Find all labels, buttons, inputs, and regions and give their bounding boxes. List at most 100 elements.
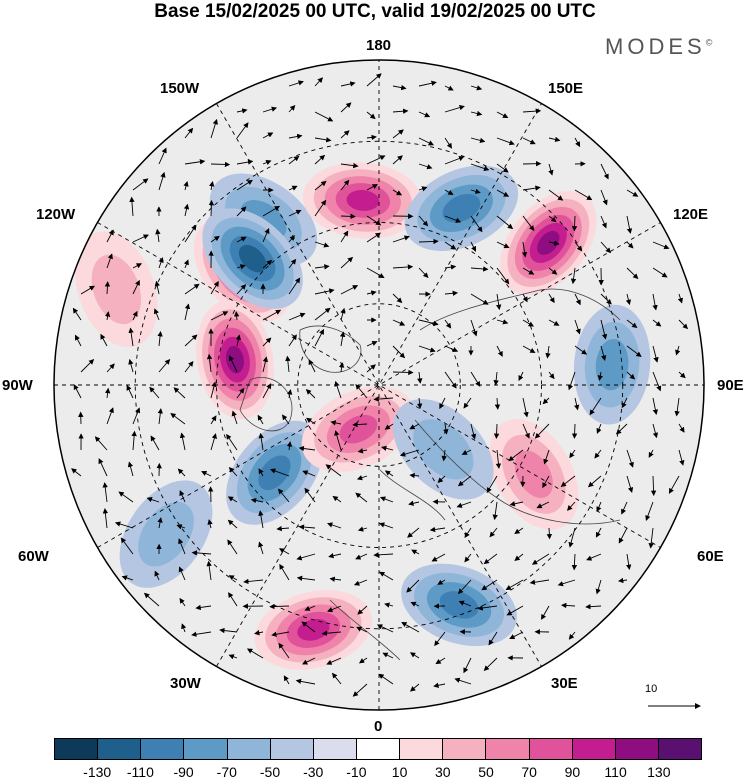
wind-arrow: [328, 553, 342, 559]
wind-arrow: [626, 267, 639, 280]
wind-arrow: [548, 293, 555, 304]
wind-arrow: [548, 371, 555, 380]
wind-arrow: [379, 496, 394, 503]
wind-arrow: [209, 181, 215, 191]
wind-arrow: [626, 319, 638, 329]
wind-arrow: [288, 133, 303, 140]
colorbar-swatch: [313, 739, 357, 759]
wind-arrow: [444, 345, 459, 352]
wind-arrow: [600, 189, 608, 206]
wind-arrow: [574, 241, 583, 252]
wind-arrow: [514, 553, 524, 561]
wind-arrow: [626, 215, 633, 234]
wind-arrow: [433, 682, 446, 688]
wind-arrow: [508, 449, 524, 462]
wind-arrow: [444, 137, 453, 149]
wind-arrow: [522, 423, 530, 439]
wind-arrow: [514, 527, 524, 534]
wind-arrow: [243, 578, 264, 585]
wind-arrow: [496, 111, 509, 118]
wind-arrow: [262, 106, 278, 113]
wind-arrow: [677, 293, 683, 304]
colorbar-swatch: [55, 739, 99, 759]
wind-arrow: [184, 360, 194, 373]
wind-arrow: [178, 538, 186, 555]
wind-arrow: [233, 311, 240, 321]
wind-arrow: [481, 579, 498, 591]
wind-arrow: [236, 179, 253, 191]
wind-arrow: [392, 345, 406, 359]
wind-arrow: [454, 677, 472, 685]
colorbar-tick-label: -110: [126, 764, 154, 780]
wind-arrow: [443, 423, 449, 435]
wind-arrow: [331, 672, 342, 685]
wind-arrow: [521, 241, 528, 258]
wind-arrow: [121, 575, 134, 581]
wind-arrow: [262, 356, 269, 373]
wind-arrow: [210, 161, 231, 168]
wind-arrow: [392, 319, 406, 326]
wind-arrow: [366, 155, 386, 165]
wind-arrow: [314, 111, 334, 122]
wind-arrow: [236, 108, 248, 114]
wind-arrow: [492, 501, 498, 521]
wind-arrow: [179, 490, 186, 503]
wind-arrow: [600, 215, 607, 229]
wind-arrow: [314, 264, 330, 270]
wind-arrow: [418, 238, 439, 245]
wind-arrow: [340, 307, 346, 321]
wind-arrow: [486, 475, 498, 494]
wind-arrow: [378, 673, 394, 685]
wind-arrow: [522, 345, 536, 353]
wind-arrow: [229, 355, 238, 373]
wind-arrow: [210, 280, 219, 295]
wind-arrow: [288, 277, 301, 295]
colorbar-tick-label: 50: [478, 764, 494, 780]
wind-arrow: [470, 215, 483, 233]
wind-arrow: [195, 604, 212, 611]
wind-arrow: [258, 432, 264, 451]
wind-arrow: [457, 475, 472, 487]
wind-arrow: [179, 597, 186, 607]
wind-arrow: [129, 196, 135, 217]
wind-arrow: [236, 206, 247, 217]
wind-arrow: [444, 189, 454, 195]
wind-arrow: [652, 423, 659, 439]
wind-arrow: [418, 319, 439, 327]
wind-arrow: [392, 235, 410, 243]
map-title: Base 15/02/2025 00 UTC, valid 19/02/2025…: [154, 1, 596, 22]
wind-arrow: [652, 267, 668, 278]
wind-arrow: [178, 566, 186, 581]
wind-arrow: [409, 423, 420, 430]
wind-arrow: [206, 560, 212, 581]
wind-arrow: [257, 414, 264, 425]
wind-arrow: [72, 307, 82, 321]
lon-label-90w: 90W: [2, 377, 33, 394]
wind-arrow: [574, 319, 581, 335]
reference-vector-label: 10: [645, 683, 658, 695]
wind-arrow: [626, 371, 636, 380]
lon-label-150w: 150W: [160, 80, 200, 97]
wind-arrow: [332, 495, 342, 503]
wind-arrow: [674, 397, 680, 417]
wind-arrow: [158, 147, 167, 165]
colorbar-swatch: [486, 739, 530, 759]
wind-arrow: [366, 232, 381, 243]
wind-arrow: [437, 475, 446, 484]
wind-arrow: [183, 180, 189, 191]
wind-arrow: [418, 215, 429, 227]
colorbar-swatch: [184, 739, 228, 759]
colorbar-swatch: [443, 739, 487, 759]
wind-arrow: [568, 631, 576, 640]
wind-arrow: [574, 345, 588, 355]
wind-arrow: [561, 602, 576, 609]
wind-arrow: [546, 527, 553, 540]
wind-arrow: [269, 468, 290, 477]
wind-arrow: [382, 652, 394, 659]
wind-arrow: [652, 397, 659, 415]
wind-arrow: [132, 310, 138, 321]
wind-arrow: [366, 134, 377, 141]
wind-arrow: [574, 137, 581, 148]
wind-arrow: [678, 423, 685, 433]
wind-arrow: [227, 519, 238, 529]
